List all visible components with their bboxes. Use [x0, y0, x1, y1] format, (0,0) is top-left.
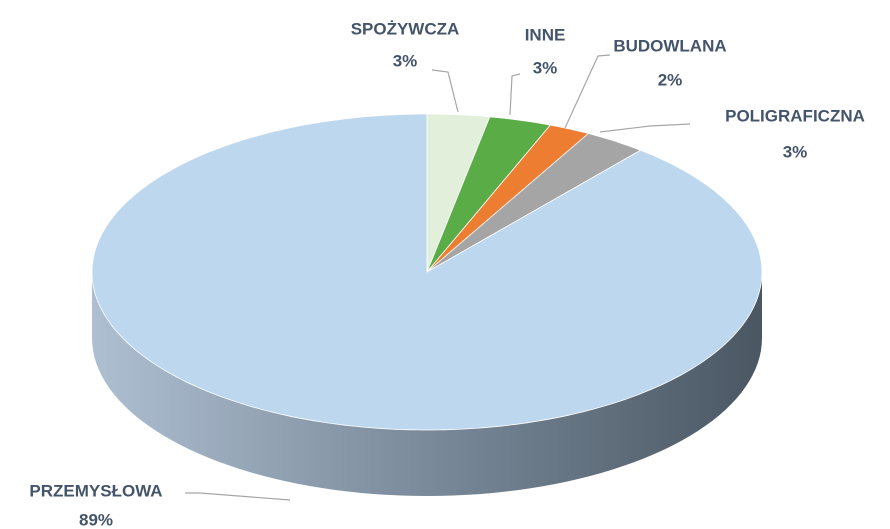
slice [91, 113, 763, 431]
leader-line [564, 54, 611, 129]
category-label: INNE [525, 25, 566, 44]
category-label: PRZEMYSŁOWA [29, 481, 162, 500]
slice-side [92, 272, 762, 496]
value-label: 2% [658, 70, 683, 89]
value-label: 3% [393, 51, 418, 70]
leader-line [599, 123, 691, 133]
slice [426, 124, 590, 273]
leader-line [185, 492, 291, 501]
value-label: 3% [783, 142, 808, 161]
category-label: SPOŻYWCZA [351, 19, 460, 38]
value-label: 3% [533, 58, 558, 77]
slice [426, 133, 642, 273]
value-label: 89% [79, 510, 113, 529]
category-label: BUDOWLANA [613, 36, 726, 55]
slice [426, 116, 552, 273]
leader-line [431, 69, 459, 113]
data-labels: SPOŻYWCZA 3% INNE 3% BUDOWLANA 2% POLIGRAFICZN… [29, 19, 864, 529]
category-label: POLIGRAFICZNA [725, 106, 865, 125]
pie-sides [92, 272, 762, 496]
pie-tops [91, 113, 763, 431]
leader-line [509, 73, 521, 116]
